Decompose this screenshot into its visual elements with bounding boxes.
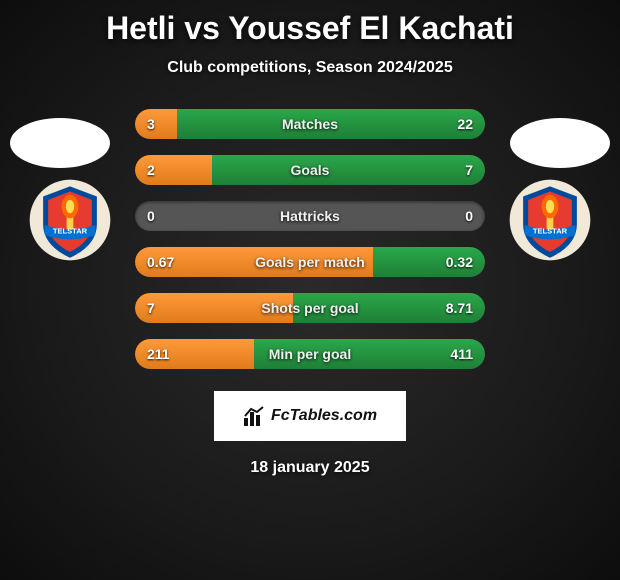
stat-row: 00Hattricks (135, 201, 485, 231)
stat-label: Min per goal (135, 346, 485, 362)
stat-row: 322Matches (135, 109, 485, 139)
brand-text: FcTables.com (271, 407, 377, 425)
stat-label: Shots per goal (135, 300, 485, 316)
stat-row: 0.670.32Goals per match (135, 247, 485, 277)
stats-table: 322Matches 27Goals 00Hattricks 0.670.32Goal… (135, 109, 485, 369)
stat-label: Matches (135, 116, 485, 132)
player-right-avatar (510, 118, 610, 168)
date-label: 18 january 2025 (0, 459, 620, 477)
subtitle: Club competitions, Season 2024/2025 (0, 59, 620, 77)
svg-text:TELSTAR: TELSTAR (53, 226, 88, 235)
page-title: Hetli vs Youssef El Kachati (0, 0, 620, 47)
team-left-badge: TELSTAR (28, 178, 112, 262)
chart-icon (243, 406, 265, 426)
brand-logo[interactable]: FcTables.com (214, 391, 406, 441)
stat-row: 78.71Shots per goal (135, 293, 485, 323)
stat-label: Goals per match (135, 254, 485, 270)
stat-row: 211411Min per goal (135, 339, 485, 369)
svg-text:TELSTAR: TELSTAR (533, 226, 568, 235)
stat-row: 27Goals (135, 155, 485, 185)
stat-label: Goals (135, 162, 485, 178)
player-left-avatar (10, 118, 110, 168)
stat-label: Hattricks (135, 208, 485, 224)
team-right-badge: TELSTAR (508, 178, 592, 262)
